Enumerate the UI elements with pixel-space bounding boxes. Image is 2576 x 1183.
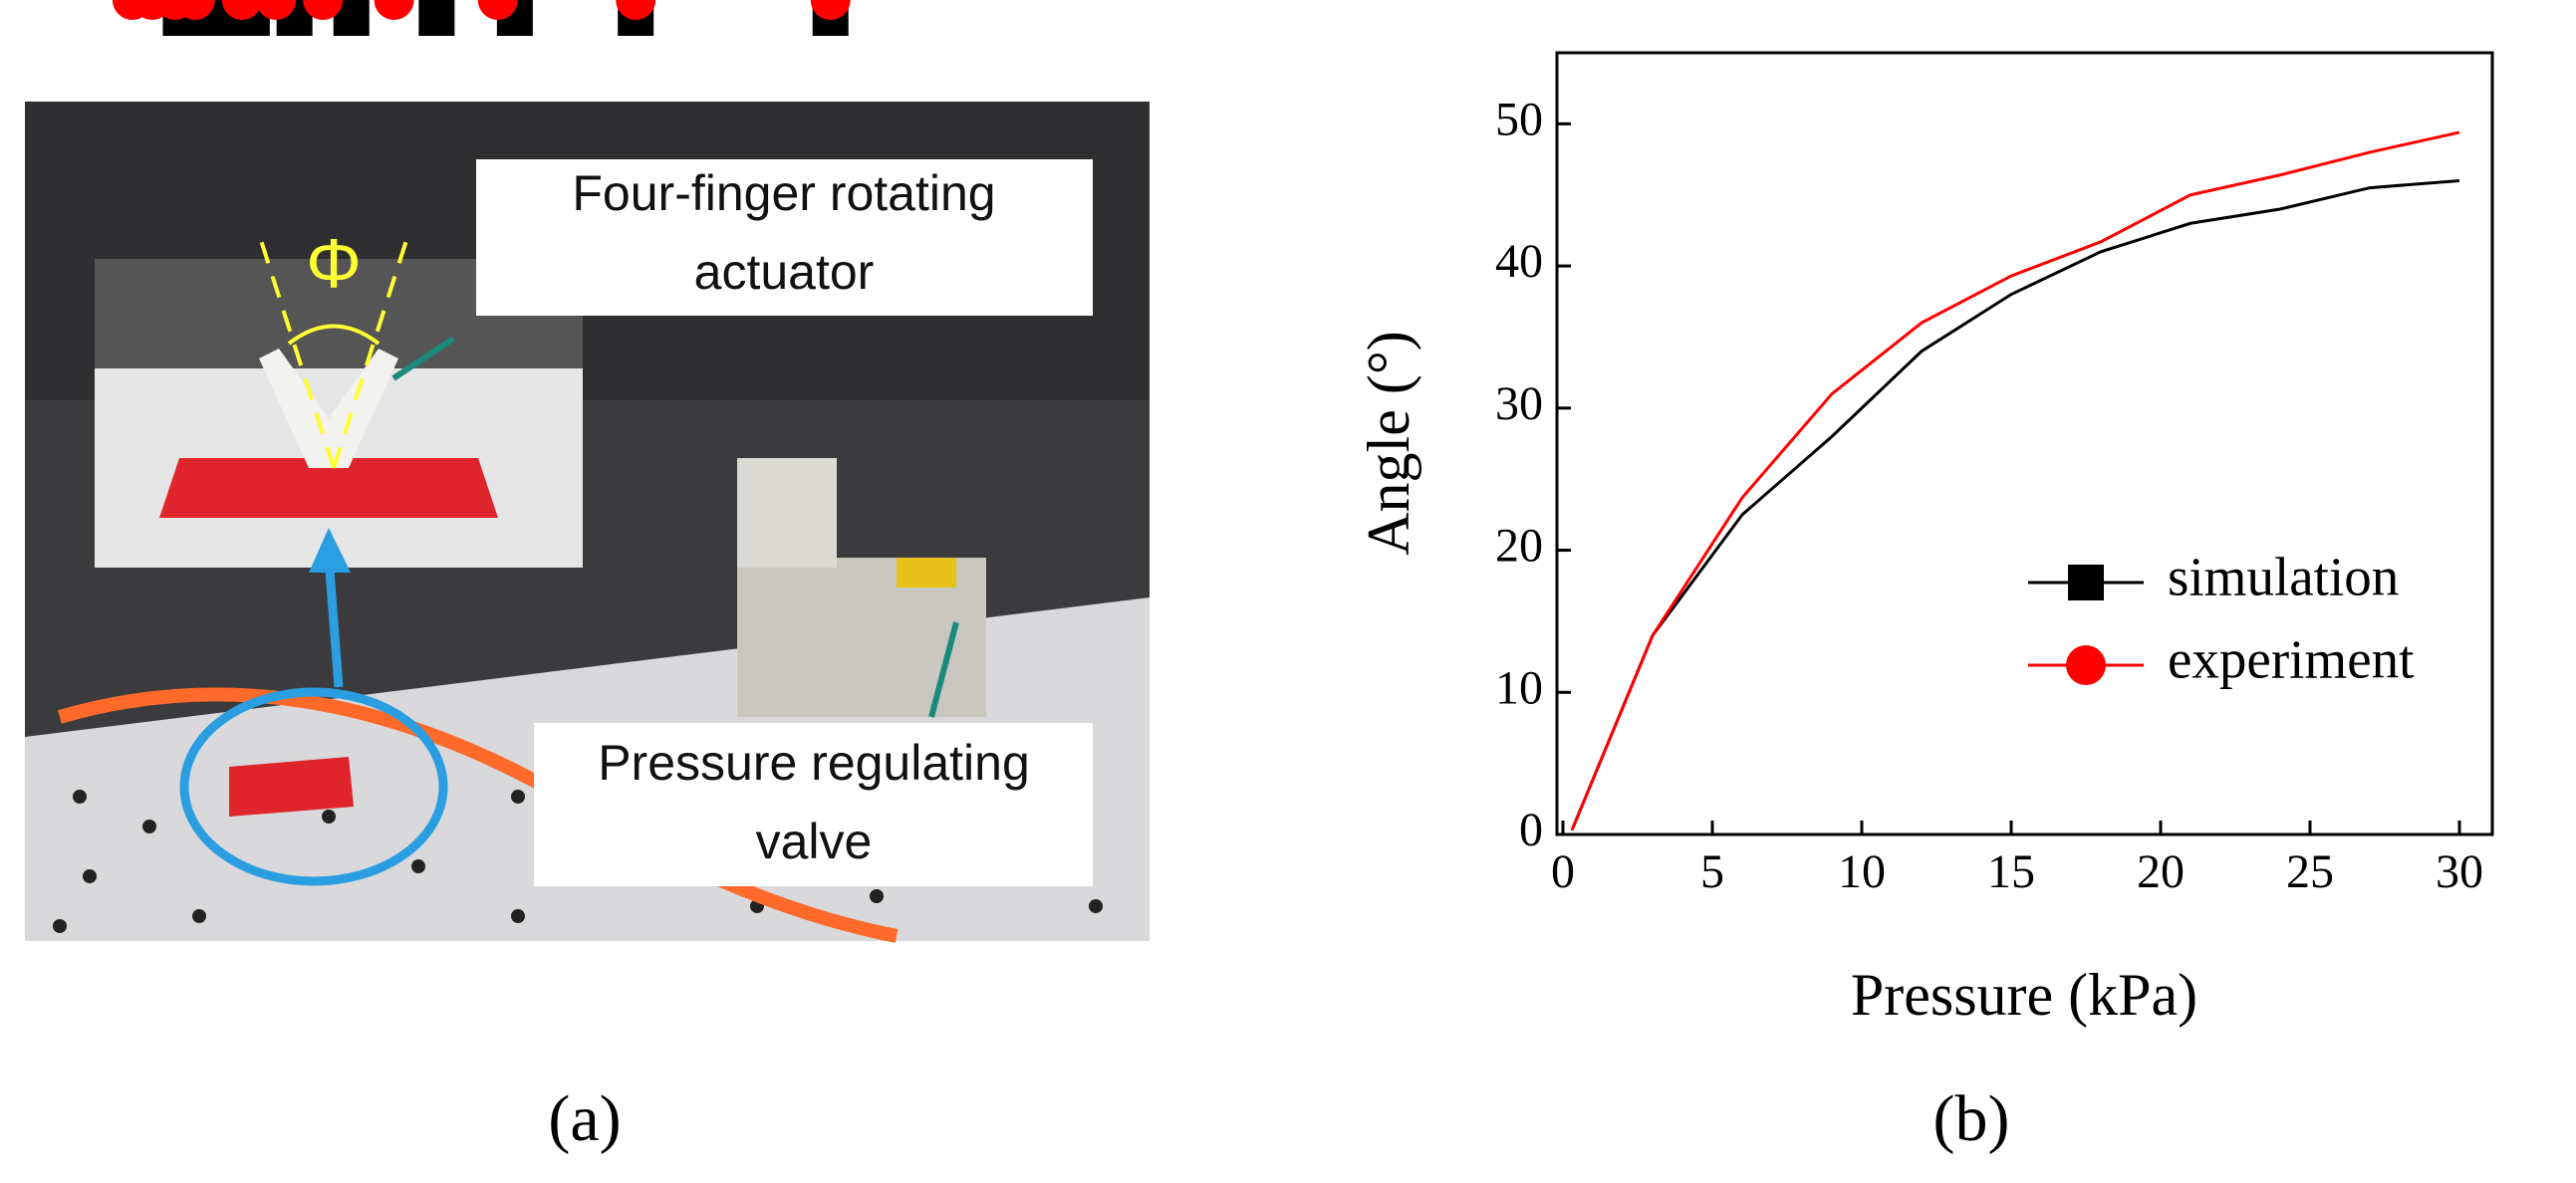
label-box bbox=[476, 159, 1093, 316]
marker bbox=[256, 0, 297, 20]
photo-label: Pressure regulating bbox=[598, 735, 1030, 791]
x-tick-label: 30 bbox=[2436, 845, 2483, 898]
x-axis-title: Pressure (kPa) bbox=[1851, 962, 2197, 1028]
y-tick-label: 10 bbox=[1495, 661, 1543, 714]
y-tick-label: 20 bbox=[1495, 520, 1543, 573]
photo-label: actuator bbox=[694, 244, 875, 300]
small-actuator bbox=[229, 757, 354, 817]
plot-frame bbox=[1555, 51, 2494, 836]
marker bbox=[616, 0, 656, 20]
actuator bbox=[259, 349, 398, 468]
teal-arrow bbox=[391, 336, 455, 381]
highlight-circle bbox=[179, 687, 448, 886]
x-tick-label: 10 bbox=[1838, 845, 1886, 898]
legend-marker bbox=[2066, 645, 2106, 685]
photo-label: valve bbox=[756, 814, 873, 869]
angle-symbol: Φ bbox=[306, 224, 362, 302]
marker bbox=[477, 0, 518, 20]
marker bbox=[810, 0, 851, 20]
x-tick-label: 0 bbox=[1551, 845, 1575, 898]
y-tick-label: 50 bbox=[1495, 93, 1543, 145]
series-line bbox=[1570, 178, 2460, 831]
legend-label: experiment bbox=[2168, 629, 2414, 690]
label-box bbox=[534, 723, 1093, 886]
inset-base bbox=[159, 458, 498, 518]
marker bbox=[374, 0, 414, 20]
y-tick-label: 40 bbox=[1495, 235, 1543, 288]
marker bbox=[112, 0, 152, 20]
x-tick-label: 5 bbox=[1700, 845, 1724, 898]
legend-label: simulation bbox=[2168, 547, 2399, 607]
valve-head bbox=[737, 458, 837, 568]
x-tick-label: 20 bbox=[2137, 845, 2185, 898]
photo-label: Four-finger rotating bbox=[572, 165, 995, 221]
photo bbox=[25, 102, 1150, 943]
x-tick-label: 15 bbox=[1987, 845, 2035, 898]
y-tick-label: 30 bbox=[1495, 377, 1543, 430]
blue-arrowhead bbox=[309, 528, 351, 573]
y-axis-title: Angle (°) bbox=[1356, 331, 1421, 556]
caption: (a) bbox=[548, 1082, 621, 1155]
teal-arrow bbox=[928, 621, 959, 718]
marker bbox=[303, 0, 344, 20]
y-tick-label: 0 bbox=[1519, 804, 1543, 856]
legend-marker bbox=[2068, 565, 2104, 600]
marker bbox=[418, 0, 455, 36]
marker bbox=[221, 0, 262, 20]
blue-arrow bbox=[324, 557, 344, 688]
valve-label bbox=[897, 558, 956, 588]
x-tick-label: 25 bbox=[2286, 845, 2334, 898]
series-line bbox=[1570, 130, 2460, 831]
angle-lines bbox=[257, 233, 410, 469]
caption: (b) bbox=[1933, 1082, 2010, 1155]
